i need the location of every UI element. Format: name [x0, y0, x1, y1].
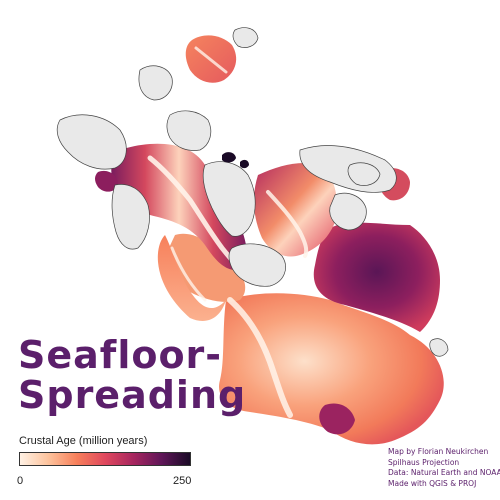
legend-title: Crustal Age (million years) [19, 435, 148, 447]
legend-max-label: 250 [173, 475, 192, 487]
map-title-line-1: Seafloor- [18, 333, 223, 377]
caribbean-floor [95, 170, 118, 192]
credit-projection: Spilhaus Projection [388, 457, 460, 467]
southern-ocean-floor [157, 235, 226, 321]
credit-tools: Made with QGIS & PROJ [388, 478, 477, 488]
australia-land [329, 192, 367, 231]
pacific-ocean-floor [219, 293, 444, 445]
arctic-ridge [194, 46, 228, 74]
east-pacific-rise [227, 297, 293, 418]
credit-data: Data: Natural Earth and NOAA [388, 468, 500, 477]
south-america-land [111, 184, 150, 250]
north-arctic-islands-land [232, 27, 259, 48]
south-pacific-islands-land [429, 338, 449, 357]
caspian-mark [240, 159, 249, 169]
legend-min-label: 0 [17, 475, 24, 487]
southeast-patch [319, 403, 355, 435]
credit-author: Map by Florian Neukirchen [388, 447, 489, 456]
east-pacific-floor [167, 233, 246, 303]
africa-land [202, 161, 256, 237]
north-america-land [56, 114, 127, 170]
europe-land [166, 110, 212, 151]
antarctica-land [228, 243, 286, 287]
black-sea-mark [222, 152, 236, 163]
southern-ridge [170, 246, 207, 302]
indian-ridge [266, 190, 309, 258]
credits: Map by Florian Neukirchen Spilhaus Proje… [388, 447, 500, 489]
legend-color-bar [19, 452, 191, 466]
indian-ocean-floor [253, 163, 337, 257]
northeast-islands-land [347, 162, 381, 186]
map-title-line-2: Spreading [18, 373, 247, 417]
western-pacific-floor [313, 222, 440, 332]
greenland-land [138, 65, 173, 101]
